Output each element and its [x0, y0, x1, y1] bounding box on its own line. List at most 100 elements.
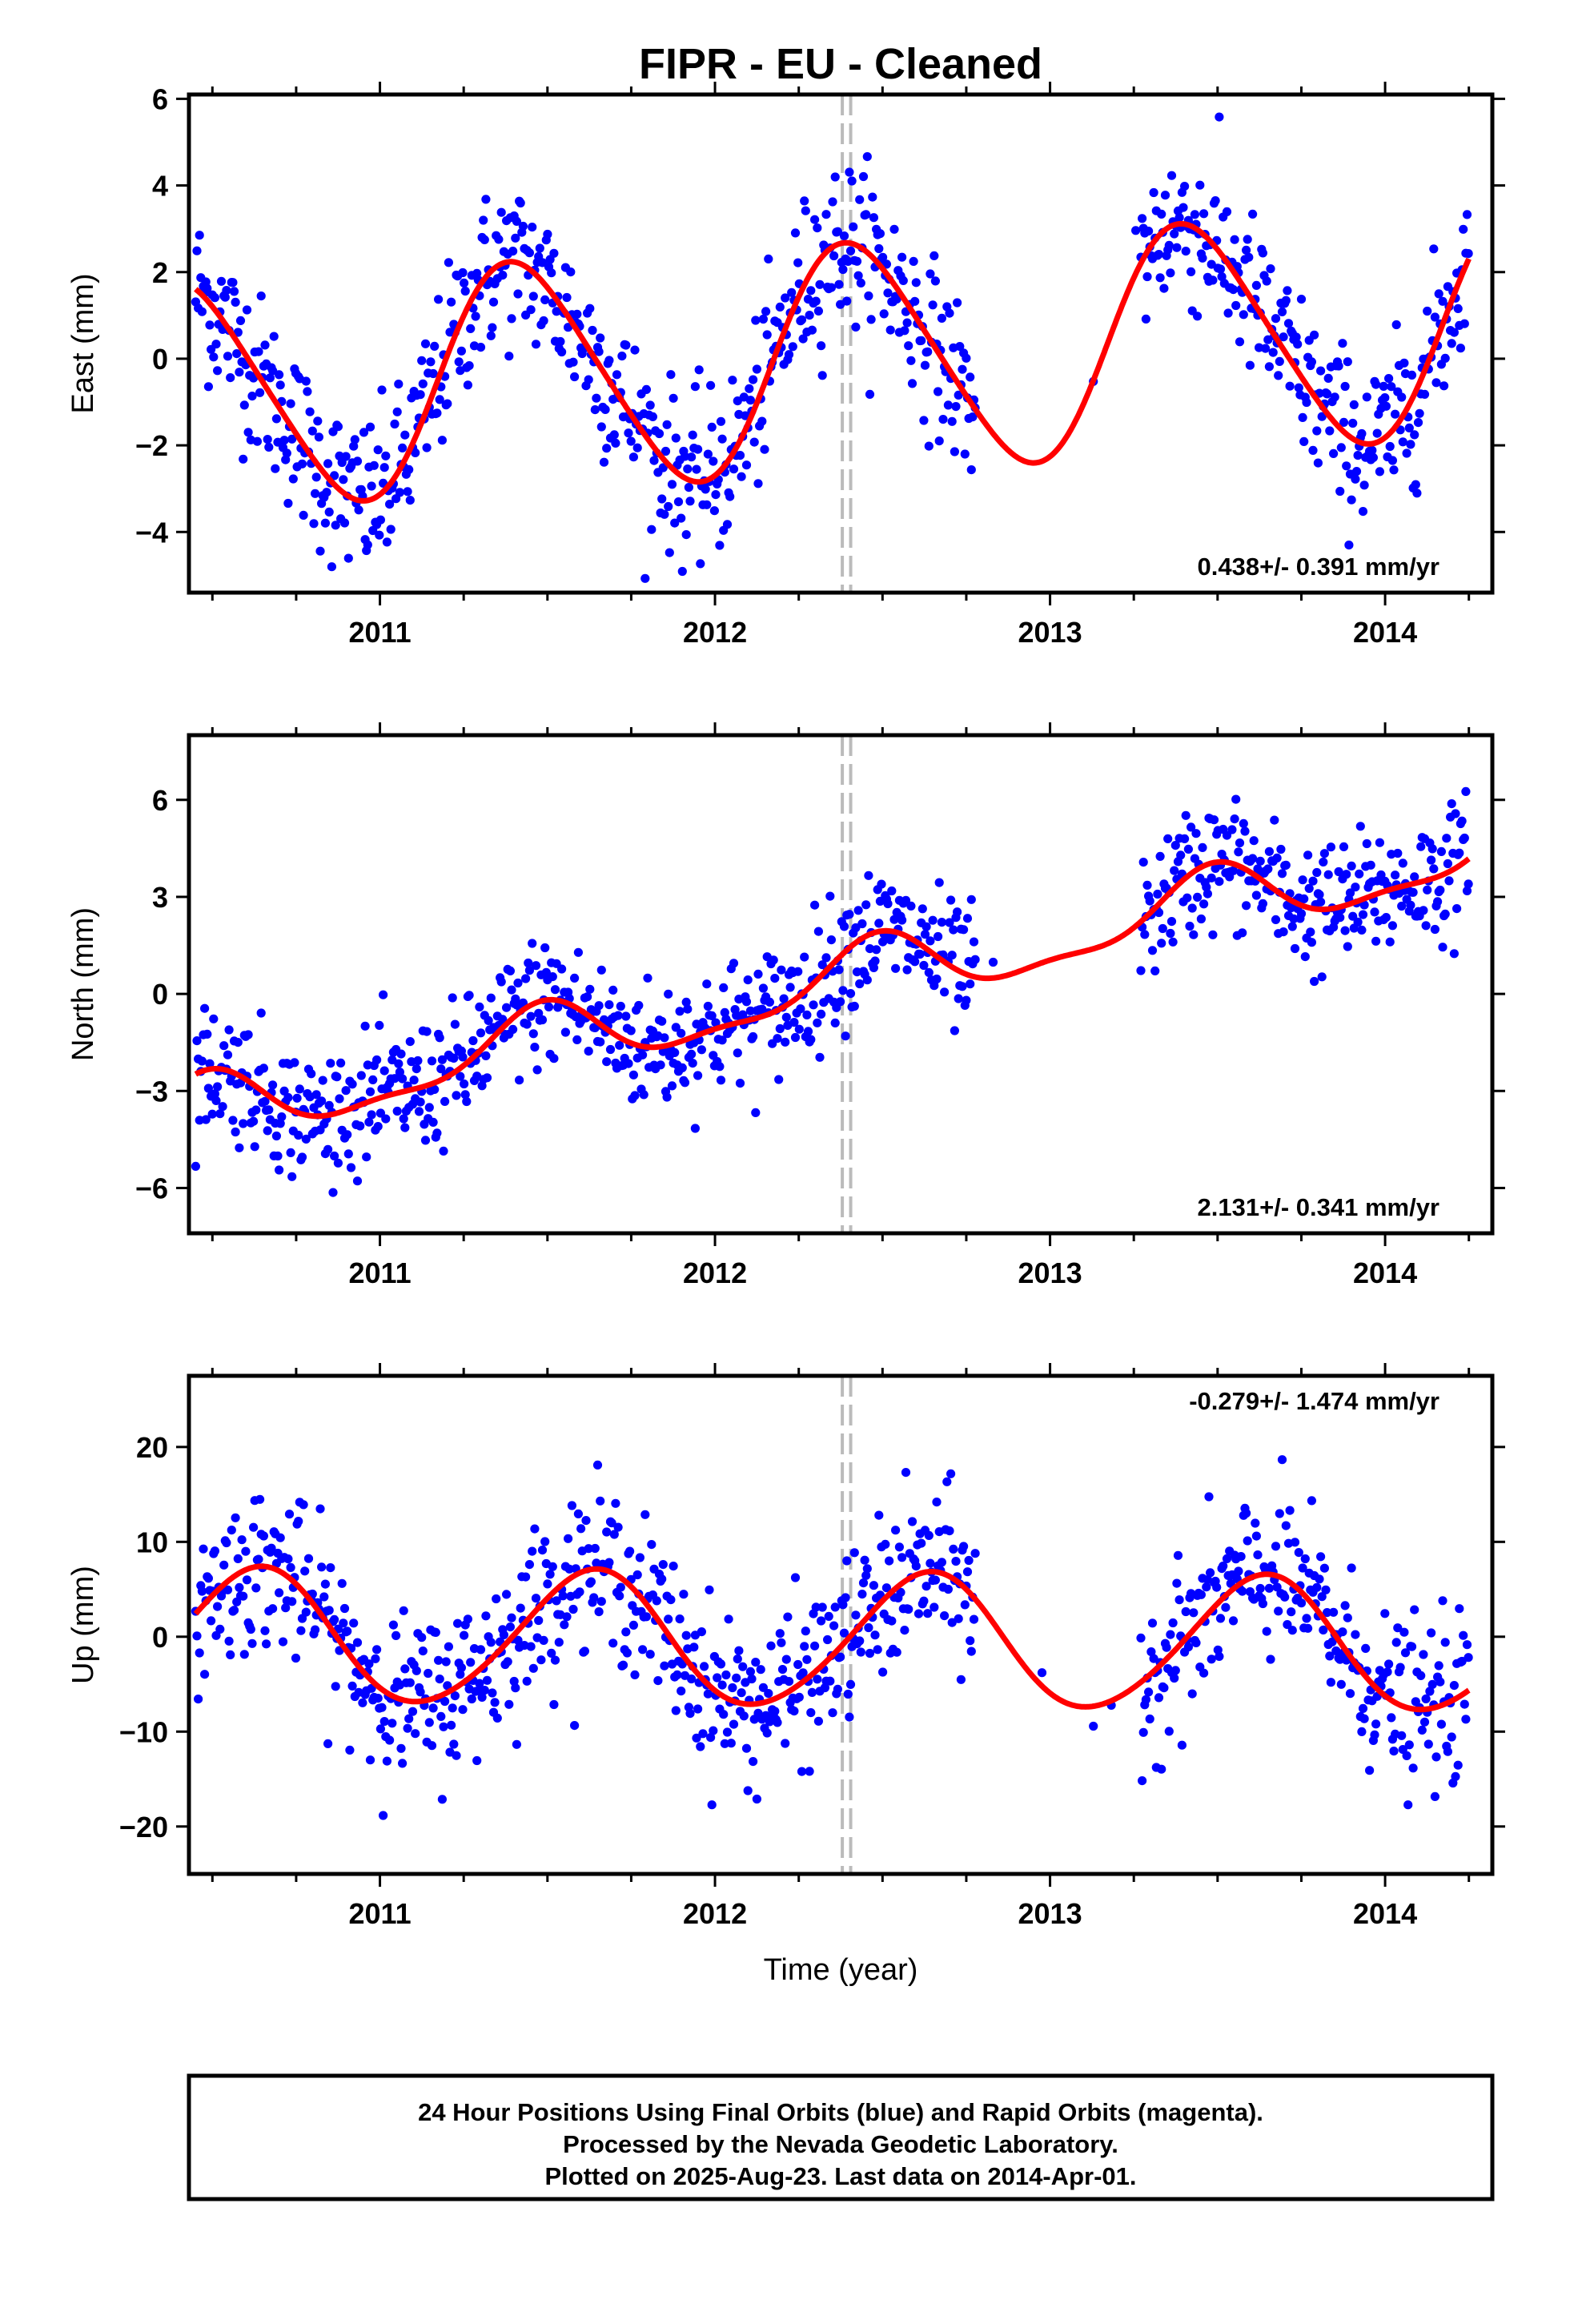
data-point-north-348 [639, 1090, 648, 1100]
data-point-north-497 [830, 1018, 840, 1027]
data-point-north-625 [1158, 923, 1167, 934]
data-point-east-277 [547, 268, 556, 278]
data-point-east-366 [661, 446, 671, 456]
data-point-east-437 [752, 364, 762, 374]
data-point-up-587 [945, 1526, 954, 1536]
data-point-up-171 [411, 1729, 420, 1739]
data-point-north-645 [1183, 844, 1193, 854]
data-point-up-813 [1395, 1663, 1405, 1672]
data-point-north-475 [802, 1010, 812, 1019]
data-point-east-367 [662, 420, 672, 429]
data-point-up-755 [1321, 1585, 1331, 1594]
data-point-north-841 [1435, 885, 1445, 895]
data-point-east-525 [865, 389, 875, 399]
data-point-north-388 [690, 1124, 701, 1133]
data-point-north-515 [853, 906, 863, 915]
data-point-north-784 [1362, 838, 1371, 849]
data-point-east-218 [471, 312, 480, 321]
data-point-north-644 [1182, 893, 1192, 903]
data-point-north-559 [910, 957, 920, 967]
data-point-north-128 [356, 1071, 366, 1080]
data-point-up-411 [719, 1710, 729, 1719]
data-point-north-763 [1335, 913, 1345, 923]
data-point-up-783 [1357, 1727, 1367, 1736]
data-point-up-561 [911, 1562, 921, 1571]
data-point-east-809 [1391, 320, 1401, 330]
data-point-north-742 [1308, 876, 1318, 886]
model-line-up [193, 1563, 1471, 1713]
data-point-up-359 [652, 1596, 661, 1606]
data-point-up-627 [1157, 1764, 1166, 1774]
data-point-up-753 [1319, 1625, 1328, 1634]
data-point-east-35 [235, 316, 246, 325]
data-point-north-647 [1186, 822, 1196, 832]
data-point-north-483 [813, 1018, 822, 1027]
data-point-up-767 [1336, 1679, 1346, 1689]
data-point-north-494 [826, 935, 836, 945]
data-point-north-617 [1147, 946, 1158, 955]
data-point-north-172 [413, 1055, 423, 1066]
data-point-east-726 [1285, 381, 1295, 391]
data-point-east-654 [1193, 312, 1203, 321]
data-point-north-549 [897, 915, 907, 925]
data-point-north-94 [311, 1090, 321, 1100]
panel-north: 2011 2012 2013 2014 −6 −3 0 3 6 North (mm) 2.131+/… [66, 722, 1505, 1289]
data-point-up-751 [1316, 1552, 1326, 1562]
data-point-north-553 [902, 965, 912, 975]
data-point-north-806 [1391, 870, 1400, 880]
data-point-east-478 [805, 311, 814, 320]
data-point-up-687 [1234, 1566, 1243, 1576]
data-point-north-680 [1228, 866, 1239, 875]
data-point-east-255 [518, 221, 528, 231]
data-point-north-632 [1166, 917, 1177, 927]
data-point-east-532 [874, 243, 884, 254]
data-point-up-280 [550, 1655, 560, 1665]
data-point-east-744 [1308, 445, 1318, 456]
data-point-east-265 [531, 340, 541, 349]
data-point-east-700 [1251, 280, 1261, 290]
data-point-up-291 [564, 1564, 574, 1574]
data-point-east-520 [858, 171, 869, 182]
data-point-east-295 [570, 372, 580, 382]
data-point-north-220 [475, 1002, 484, 1011]
data-point-east-180 [422, 443, 432, 452]
data-point-east-715 [1271, 314, 1281, 324]
data-point-east-774 [1347, 495, 1356, 505]
data-point-up-806 [1387, 1713, 1396, 1723]
data-point-north-462 [785, 983, 795, 992]
data-point-east-289 [562, 292, 572, 303]
data-point-east-772 [1344, 541, 1354, 550]
data-point-east-20 [216, 276, 227, 286]
data-point-east-823 [1410, 430, 1419, 440]
data-point-up-336 [622, 1648, 632, 1658]
data-point-north-187 [432, 1128, 442, 1138]
data-point-east-23 [220, 292, 230, 302]
data-point-north-751 [1319, 849, 1329, 858]
data-point-east-570 [923, 347, 933, 356]
data-point-north-794 [1375, 838, 1384, 847]
data-point-east-425 [737, 472, 746, 481]
data-point-north-381 [681, 997, 691, 1007]
data-point-north-629 [1163, 834, 1173, 843]
data-point-east-574 [928, 300, 938, 310]
data-point-east-443 [760, 444, 769, 454]
data-point-north-703 [1258, 899, 1267, 908]
data-point-east-189 [434, 295, 444, 304]
data-point-up-823 [1408, 1763, 1418, 1773]
data-point-up-378 [677, 1687, 686, 1696]
data-point-up-226 [481, 1611, 491, 1621]
data-point-north-578 [934, 878, 944, 887]
data-point-east-418 [728, 376, 737, 385]
data-point-north-481 [810, 900, 820, 910]
x-tick-label-north-0: 2011 [348, 1256, 411, 1289]
axes-frame-north [187, 733, 1495, 1236]
data-point-up-430 [743, 1786, 753, 1795]
data-point-up-6 [199, 1544, 208, 1554]
data-point-up-488 [817, 1602, 827, 1612]
y-tick-label-north-0: −6 [135, 1172, 168, 1204]
data-point-up-718 [1274, 1606, 1283, 1616]
data-point-east-751 [1317, 412, 1327, 421]
data-point-up-433 [747, 1674, 757, 1684]
data-point-up-784 [1358, 1703, 1368, 1713]
data-point-up-862 [1459, 1630, 1468, 1640]
